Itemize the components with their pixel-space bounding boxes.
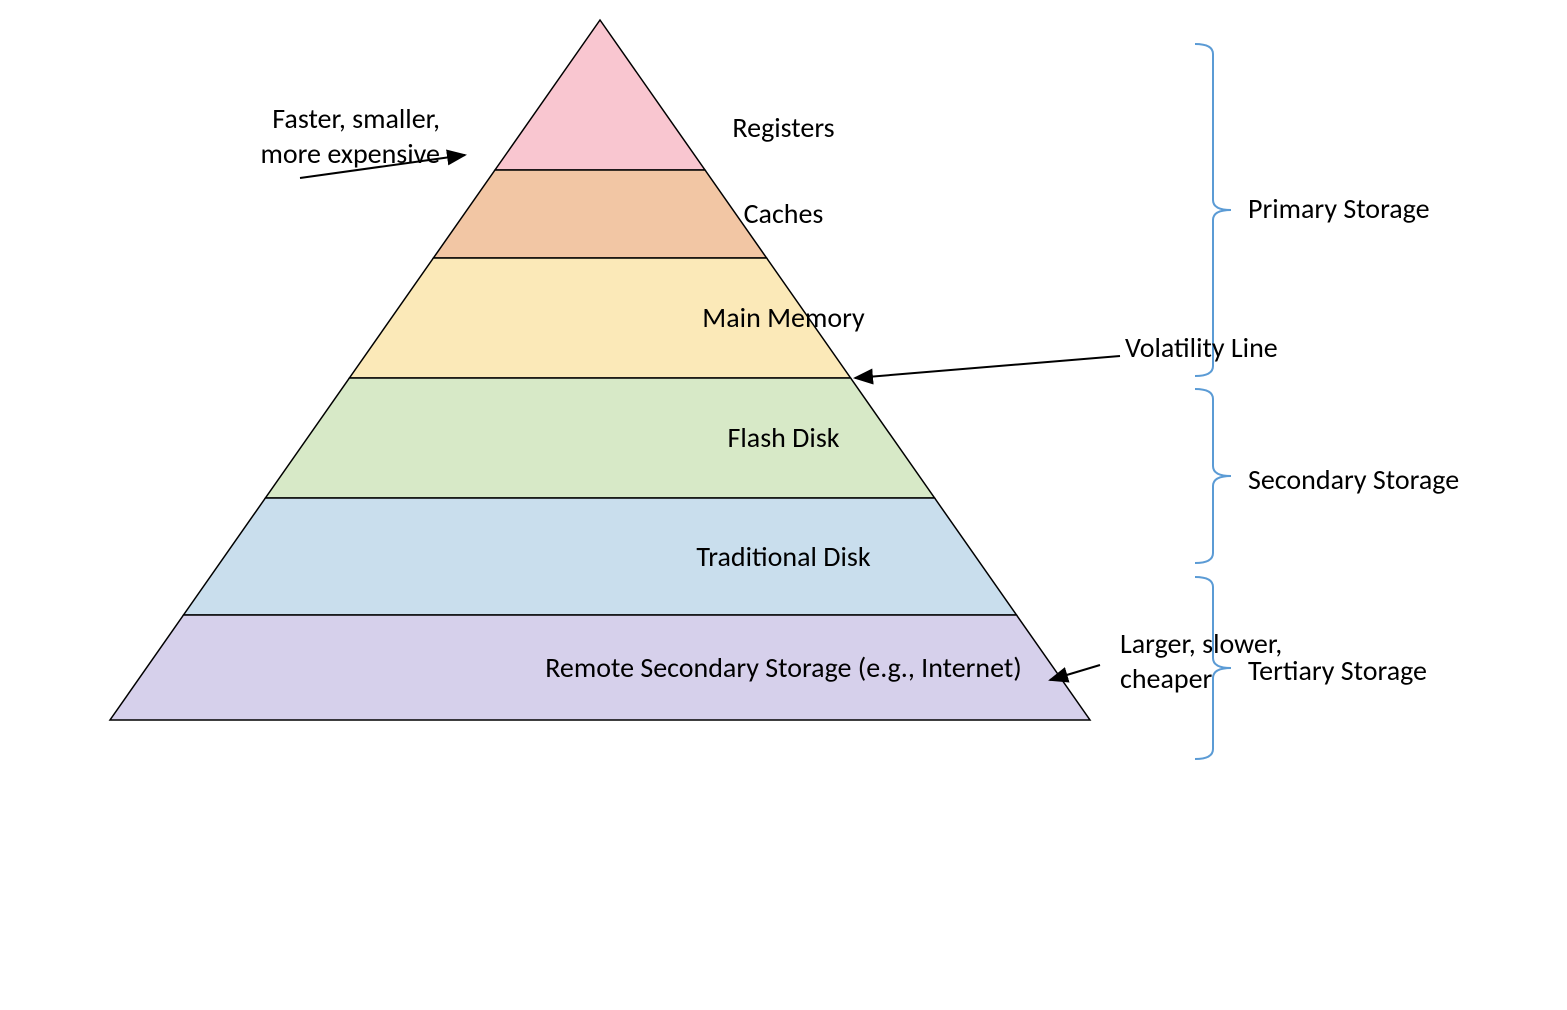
volatility-line-label: Volatility Line — [1125, 330, 1278, 365]
right-annotation-line2: cheaper — [1120, 661, 1212, 696]
brace-label-secondary: Secondary Storage — [1248, 462, 1459, 497]
brace-label-primary: Primary Storage — [1248, 191, 1430, 226]
pyramid-layer-label: Main Memory — [0, 300, 1567, 335]
left-annotation-line1: Faster, smaller, — [240, 101, 440, 136]
volatility-arrow — [855, 356, 1120, 378]
pyramid-layer — [495, 20, 705, 170]
pyramid-svg — [0, 0, 1567, 1010]
memory-hierarchy-diagram: RegistersCachesMain MemoryFlash DiskTrad… — [0, 0, 1567, 1010]
brace — [1195, 389, 1231, 563]
brace-label-tertiary: Tertiary Storage — [1248, 653, 1427, 688]
pyramid-layer-label: Flash Disk — [0, 420, 1567, 455]
left-annotation-line2: more expensive — [240, 136, 440, 171]
pyramid-layer-label: Traditional Disk — [0, 539, 1567, 574]
pyramid-layer-label: Registers — [0, 110, 1567, 145]
